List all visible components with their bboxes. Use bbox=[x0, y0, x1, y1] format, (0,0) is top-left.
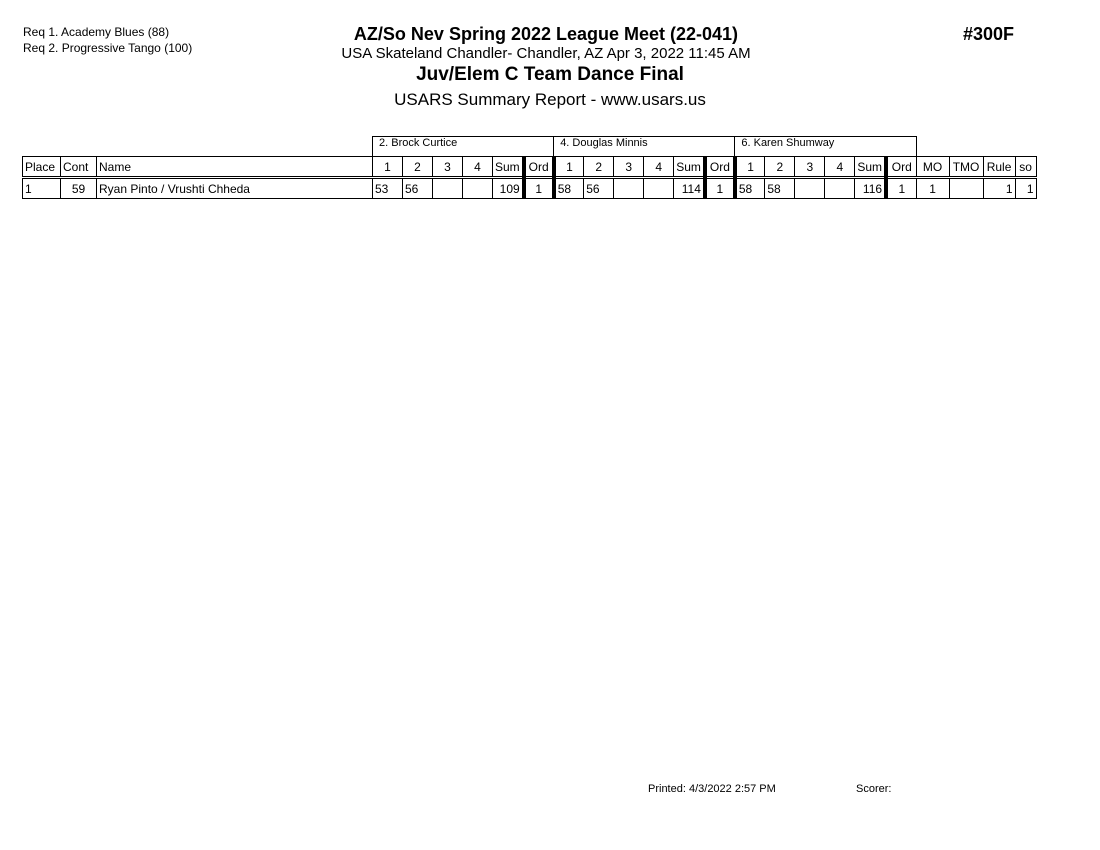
place-cell: 1 bbox=[22, 177, 61, 199]
judge-2-score-1: 58 bbox=[551, 177, 585, 199]
header-judge-1-col-2: 2 bbox=[402, 156, 433, 179]
header-judge-2-col-sum: Sum bbox=[673, 156, 706, 179]
cont-cell: 59 bbox=[60, 177, 97, 199]
judge-3-score-2: 58 bbox=[764, 177, 796, 199]
judge-3-score-4 bbox=[824, 177, 856, 199]
header-tmo: TMO bbox=[948, 156, 984, 179]
judge-header-row: 2. Brock Curtice 4. Douglas Minnis 6. Kare… bbox=[23, 136, 1037, 157]
header-judge-3-col-sum: Sum bbox=[854, 156, 887, 179]
header-judge-1-col-ord: Ord bbox=[521, 156, 555, 179]
header-name: Name bbox=[96, 156, 373, 179]
judge-name: 6. Karen Shumway bbox=[734, 136, 917, 157]
judge-3-score-sum: 116 bbox=[854, 177, 887, 199]
tmo-cell bbox=[948, 177, 984, 199]
header-judge-3-col-3: 3 bbox=[794, 156, 826, 179]
header-judge-2-col-1: 1 bbox=[551, 156, 585, 179]
header-place: Place bbox=[22, 156, 61, 179]
mo-cell: 1 bbox=[915, 177, 950, 199]
header-judge-1-col-3: 3 bbox=[432, 156, 463, 179]
header-judge-3-col-1: 1 bbox=[732, 156, 766, 179]
judge-3-score-3 bbox=[794, 177, 826, 199]
rule-cell: 1 bbox=[982, 177, 1016, 199]
blank-cell bbox=[916, 137, 1036, 157]
header-judge-1-col-4: 4 bbox=[462, 156, 493, 179]
judge-2-score-3 bbox=[613, 177, 645, 199]
header-cont: Cont bbox=[60, 156, 97, 179]
header-so: so bbox=[1014, 156, 1037, 179]
judge-1-score-3 bbox=[432, 177, 463, 199]
column-header-row: Place Cont Name 1 2 3 4 Sum Ord 1 2 3 4 Sum Ord 1 2 3 4 Sum… bbox=[22, 156, 1037, 179]
table-row: 1 59 Ryan Pinto / Vrushti Chheda 53 56 109 1 58… bbox=[22, 177, 1037, 199]
header-judge-2-col-ord: Ord bbox=[702, 156, 736, 179]
name-cell: Ryan Pinto / Vrushti Chheda bbox=[96, 177, 373, 199]
header-mo: MO bbox=[915, 156, 950, 179]
event-number: #300F bbox=[963, 24, 1015, 44]
judge-name: 2. Brock Curtice bbox=[371, 136, 555, 157]
report-title: USARS Summary Report - www.usars.us bbox=[394, 90, 706, 109]
results-table: 2. Brock Curtice 4. Douglas Minnis 6. Kare… bbox=[22, 136, 1037, 199]
header-judge-1-col-1: 1 bbox=[372, 156, 403, 179]
header-judge-1-col-sum: Sum bbox=[491, 156, 525, 179]
header-judge-2-col-3: 3 bbox=[613, 156, 645, 179]
scorer-label: Scorer: bbox=[856, 783, 892, 795]
judge-1-score-1: 53 bbox=[372, 177, 403, 199]
blank-cell bbox=[23, 137, 373, 157]
judge-1-score-4 bbox=[462, 177, 493, 199]
header-rule: Rule bbox=[982, 156, 1016, 179]
printed-timestamp: Printed: 4/3/2022 2:57 PM bbox=[648, 783, 776, 795]
judge-2-score-sum: 114 bbox=[673, 177, 706, 199]
header-judge-3-col-4: 4 bbox=[824, 156, 856, 179]
requirement-1: Req 1. Academy Blues (88) bbox=[23, 25, 170, 39]
meet-title: AZ/So Nev Spring 2022 League Meet (22-04… bbox=[353, 24, 739, 44]
so-cell: 1 bbox=[1014, 177, 1037, 199]
judge-3-score-ord: 1 bbox=[884, 177, 917, 199]
judge-2-score-4 bbox=[643, 177, 675, 199]
header-judge-3-col-2: 2 bbox=[764, 156, 796, 179]
judge-1-score-2: 56 bbox=[402, 177, 433, 199]
header-judge-3-col-ord: Ord bbox=[884, 156, 917, 179]
judge-3-score-1: 58 bbox=[732, 177, 766, 199]
judge-1-score-ord: 1 bbox=[521, 177, 555, 199]
judge-1-score-sum: 109 bbox=[491, 177, 525, 199]
event-name: Juv/Elem C Team Dance Final bbox=[416, 64, 684, 85]
judge-name: 4. Douglas Minnis bbox=[553, 136, 736, 157]
judge-2-score-ord: 1 bbox=[702, 177, 736, 199]
judge-2-score-2: 56 bbox=[583, 177, 615, 199]
requirement-2: Req 2. Progressive Tango (100) bbox=[23, 41, 193, 55]
venue-line: USA Skateland Chandler- Chandler, AZ Apr… bbox=[341, 45, 751, 62]
header-judge-2-col-2: 2 bbox=[583, 156, 615, 179]
header-judge-2-col-4: 4 bbox=[643, 156, 675, 179]
